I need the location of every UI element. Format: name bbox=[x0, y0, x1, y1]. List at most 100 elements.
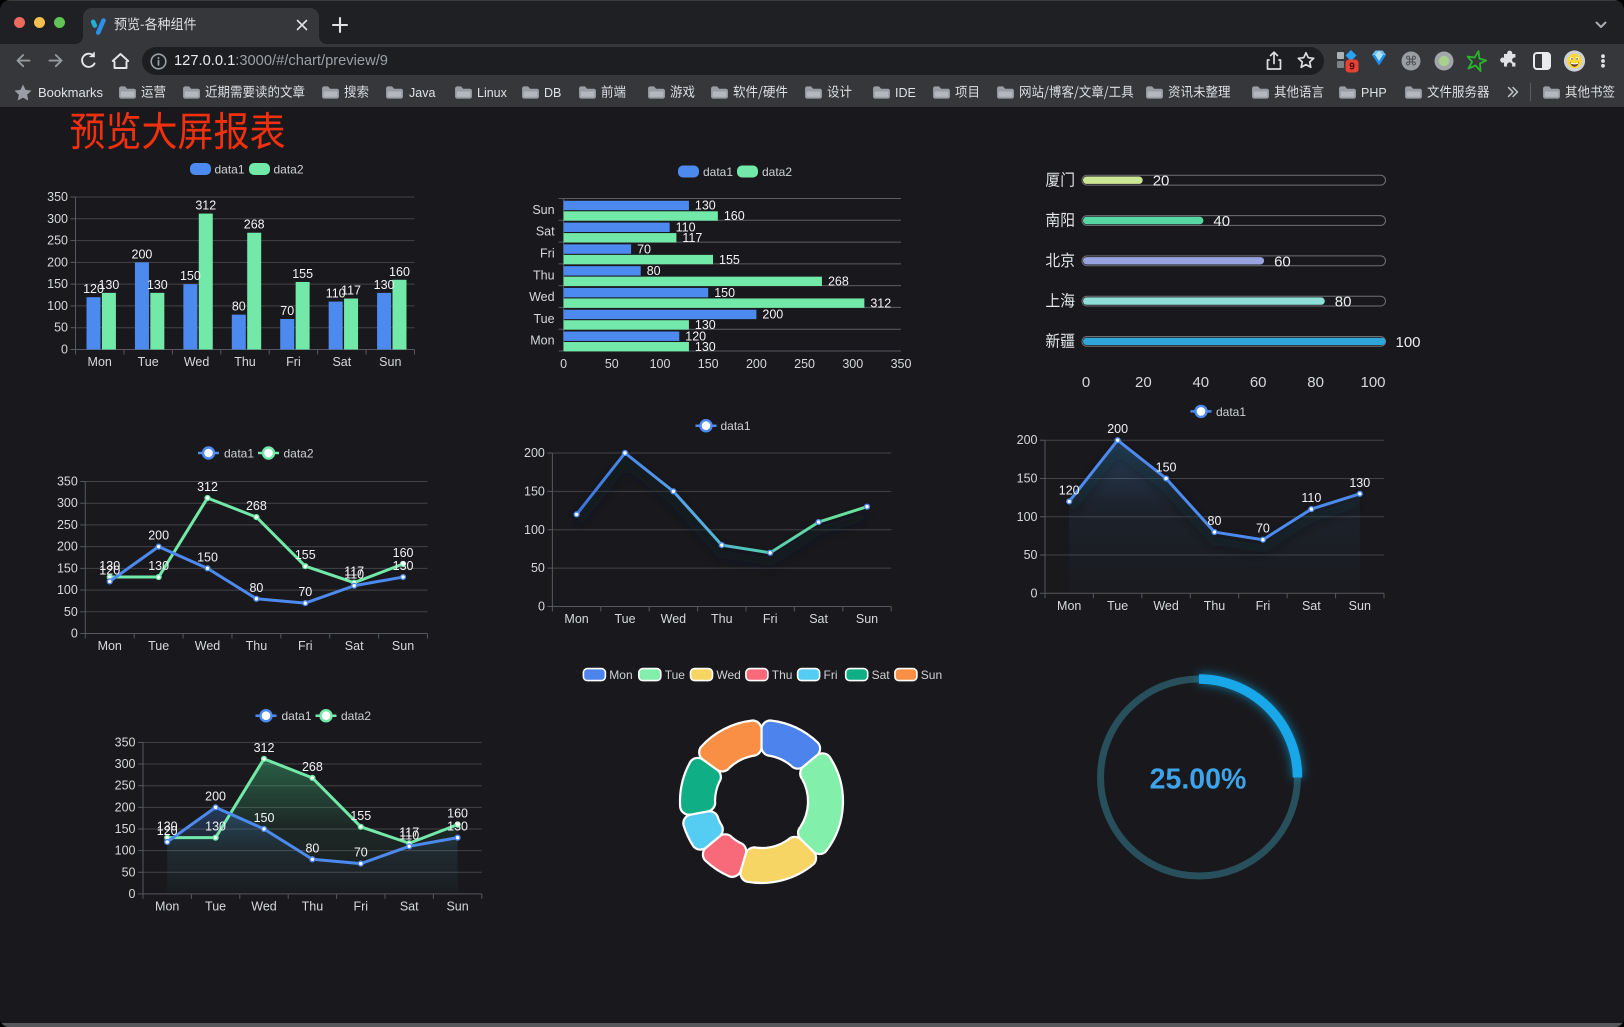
svg-text:Tue: Tue bbox=[1107, 599, 1128, 613]
svg-text:200: 200 bbox=[115, 800, 136, 814]
svg-text:Thu: Thu bbox=[302, 899, 324, 913]
svg-text:250: 250 bbox=[115, 779, 136, 793]
svg-text:312: 312 bbox=[197, 480, 218, 494]
svg-text:150: 150 bbox=[714, 286, 735, 300]
svg-text:Mon: Mon bbox=[1057, 599, 1081, 613]
svg-text:110: 110 bbox=[676, 220, 696, 234]
svg-text:200: 200 bbox=[524, 446, 545, 460]
svg-text:Sun: Sun bbox=[446, 899, 468, 913]
svg-text:100: 100 bbox=[47, 299, 68, 313]
svg-text:80: 80 bbox=[249, 581, 263, 595]
svg-text:160: 160 bbox=[724, 209, 745, 223]
svg-text:150: 150 bbox=[698, 357, 719, 371]
svg-text:200: 200 bbox=[148, 529, 169, 543]
svg-text:250: 250 bbox=[794, 357, 815, 371]
svg-text:300: 300 bbox=[842, 357, 863, 371]
svg-text:Tue: Tue bbox=[138, 355, 159, 369]
svg-text:150: 150 bbox=[47, 277, 68, 291]
svg-text:300: 300 bbox=[47, 212, 68, 226]
svg-text:130: 130 bbox=[447, 820, 468, 834]
svg-text:Mon: Mon bbox=[155, 899, 179, 913]
svg-text:Mon: Mon bbox=[98, 639, 122, 653]
svg-text:120: 120 bbox=[685, 329, 706, 343]
svg-text:100: 100 bbox=[650, 357, 671, 371]
svg-text:Thu: Thu bbox=[772, 668, 793, 682]
svg-text:Fri: Fri bbox=[763, 612, 778, 626]
svg-text:130: 130 bbox=[695, 340, 716, 354]
svg-text:40: 40 bbox=[1192, 374, 1209, 391]
svg-text:155: 155 bbox=[350, 809, 371, 823]
svg-text:200: 200 bbox=[57, 540, 78, 554]
svg-text:Tue: Tue bbox=[614, 612, 635, 626]
svg-text:200: 200 bbox=[1017, 433, 1038, 447]
svg-text:Mon: Mon bbox=[530, 334, 554, 348]
svg-text:0: 0 bbox=[538, 600, 545, 614]
svg-text:100: 100 bbox=[1396, 334, 1421, 351]
svg-text:Fri: Fri bbox=[1256, 599, 1271, 613]
svg-text:Thu: Thu bbox=[533, 268, 555, 282]
svg-text:120: 120 bbox=[1059, 483, 1080, 497]
svg-text:Sat: Sat bbox=[536, 225, 555, 239]
svg-text:312: 312 bbox=[195, 199, 216, 213]
svg-text:Thu: Thu bbox=[711, 612, 733, 626]
svg-text:Sun: Sun bbox=[856, 612, 878, 626]
svg-text:9: 9 bbox=[1349, 62, 1355, 73]
svg-text:120: 120 bbox=[157, 824, 178, 838]
svg-text:117: 117 bbox=[682, 231, 702, 245]
svg-text:Sun: Sun bbox=[1349, 599, 1371, 613]
svg-text:Fri: Fri bbox=[540, 246, 555, 260]
svg-text:Sun: Sun bbox=[392, 639, 414, 653]
svg-text:300: 300 bbox=[115, 757, 136, 771]
svg-text:100: 100 bbox=[524, 523, 545, 537]
svg-text:110: 110 bbox=[326, 287, 346, 301]
svg-text:Wed: Wed bbox=[184, 355, 210, 369]
svg-text:160: 160 bbox=[447, 807, 468, 821]
svg-text:100: 100 bbox=[57, 583, 78, 597]
svg-text:50: 50 bbox=[605, 357, 619, 371]
svg-text:268: 268 bbox=[246, 499, 267, 513]
svg-text:130: 130 bbox=[393, 559, 414, 573]
svg-text:150: 150 bbox=[254, 811, 275, 825]
svg-text:Sat: Sat bbox=[1302, 599, 1321, 613]
svg-text:Fri: Fri bbox=[354, 899, 369, 913]
svg-text:data1: data1 bbox=[224, 447, 254, 461]
svg-text:110: 110 bbox=[1301, 491, 1321, 505]
svg-text:data2: data2 bbox=[762, 165, 792, 179]
svg-text:110: 110 bbox=[344, 568, 364, 582]
svg-text:150: 150 bbox=[180, 269, 201, 283]
svg-text:50: 50 bbox=[122, 865, 136, 879]
svg-text:80: 80 bbox=[1335, 294, 1352, 311]
svg-text:110: 110 bbox=[399, 828, 419, 842]
svg-text:Mon: Mon bbox=[564, 612, 588, 626]
svg-text:350: 350 bbox=[57, 475, 78, 489]
svg-text:350: 350 bbox=[47, 190, 68, 204]
svg-text:200: 200 bbox=[1107, 422, 1128, 436]
svg-text:Fri: Fri bbox=[286, 355, 301, 369]
svg-text:120: 120 bbox=[99, 563, 120, 577]
svg-text:Tue: Tue bbox=[148, 639, 169, 653]
svg-text:150: 150 bbox=[197, 550, 218, 564]
svg-text:130: 130 bbox=[157, 820, 178, 834]
svg-text:60: 60 bbox=[1250, 374, 1267, 391]
svg-text:80: 80 bbox=[232, 300, 246, 314]
svg-text:200: 200 bbox=[746, 357, 767, 371]
svg-text:160: 160 bbox=[393, 546, 414, 560]
svg-text:Wed: Wed bbox=[529, 290, 555, 304]
svg-text:312: 312 bbox=[254, 741, 275, 755]
svg-text:Sat: Sat bbox=[332, 355, 351, 369]
svg-text:20: 20 bbox=[1153, 173, 1170, 190]
svg-text:40: 40 bbox=[1213, 213, 1230, 230]
svg-text:⌘: ⌘ bbox=[1405, 54, 1418, 69]
svg-text:300: 300 bbox=[57, 496, 78, 510]
svg-text:data2: data2 bbox=[284, 447, 314, 461]
svg-text:0: 0 bbox=[1082, 374, 1090, 391]
svg-text:data1: data1 bbox=[282, 709, 312, 723]
svg-text:200: 200 bbox=[205, 789, 226, 803]
svg-text:data1: data1 bbox=[703, 165, 733, 179]
svg-text:Thu: Thu bbox=[234, 355, 256, 369]
svg-text:150: 150 bbox=[115, 822, 136, 836]
svg-text:70: 70 bbox=[637, 242, 651, 256]
svg-text:150: 150 bbox=[1017, 471, 1038, 485]
svg-text:Thu: Thu bbox=[1204, 599, 1226, 613]
svg-text:Sun: Sun bbox=[532, 203, 554, 217]
